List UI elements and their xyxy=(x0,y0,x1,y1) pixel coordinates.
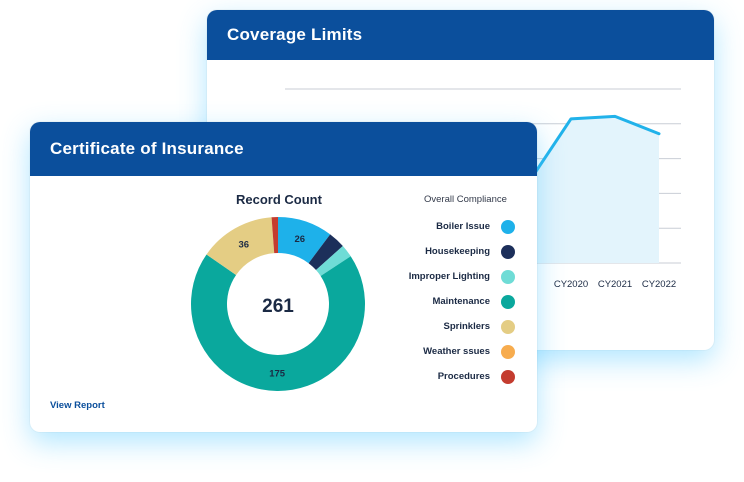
slice-data-label: 26 xyxy=(295,234,306,245)
series-line xyxy=(511,114,661,208)
legend-item: Weather ssues xyxy=(380,339,515,364)
x-tick-label: CY2022 xyxy=(642,279,676,290)
legend-label: Boiler Issue xyxy=(436,221,490,232)
record-count-title: Record Count xyxy=(236,192,322,207)
slice-procedures xyxy=(271,217,278,254)
legend-swatch xyxy=(501,369,515,384)
certificate-title: Certificate of Insurance xyxy=(30,122,537,176)
legend-label: Improper Lighting xyxy=(408,271,490,282)
record-count-donut-chart: 26 175 36 261 xyxy=(190,217,365,391)
legend-swatch xyxy=(501,269,515,284)
slice-boiler-issue xyxy=(278,217,331,264)
slice-data-label: 36 xyxy=(238,240,249,251)
slice-data-label: 175 xyxy=(269,368,286,379)
legend-item: Improper Lighting xyxy=(380,264,515,289)
compliance-legend: Boiler Issue Housekeeping Improper Lightin… xyxy=(380,214,515,389)
legend-item: Boiler Issue xyxy=(380,214,515,239)
legend-swatch xyxy=(501,244,515,259)
coverage-limits-title: Coverage Limits xyxy=(207,10,714,60)
legend-item: Procedures xyxy=(380,364,515,389)
legend-item: Maintenance xyxy=(380,289,515,314)
legend-title: Overall Compliance xyxy=(424,194,507,205)
legend-swatch xyxy=(501,219,515,234)
legend-label: Housekeeping xyxy=(425,246,490,257)
x-tick-label: CY2021 xyxy=(598,279,632,290)
x-tick-label: CY2020 xyxy=(554,279,588,290)
slice-housekeeping xyxy=(308,234,343,270)
view-report-link[interactable]: View Report xyxy=(50,400,105,411)
legend-item: Sprinklers xyxy=(380,314,515,339)
legend-label: Maintenance xyxy=(432,296,490,307)
slice-improper-lighting xyxy=(316,245,351,276)
legend-swatch xyxy=(501,319,515,334)
donut-total-label: 261 xyxy=(262,296,294,317)
legend-label: Weather ssues xyxy=(423,346,490,357)
certificate-of-insurance-card: Certificate of Insurance Record Count 26… xyxy=(30,122,537,432)
slice-maintenance xyxy=(190,254,365,391)
legend-swatch xyxy=(501,294,515,309)
legend-swatch xyxy=(501,344,515,359)
slice-sprinklers xyxy=(206,217,275,275)
legend-label: Procedures xyxy=(437,371,490,382)
legend-label: Sprinklers xyxy=(443,321,490,332)
legend-item: Housekeeping xyxy=(380,239,515,264)
